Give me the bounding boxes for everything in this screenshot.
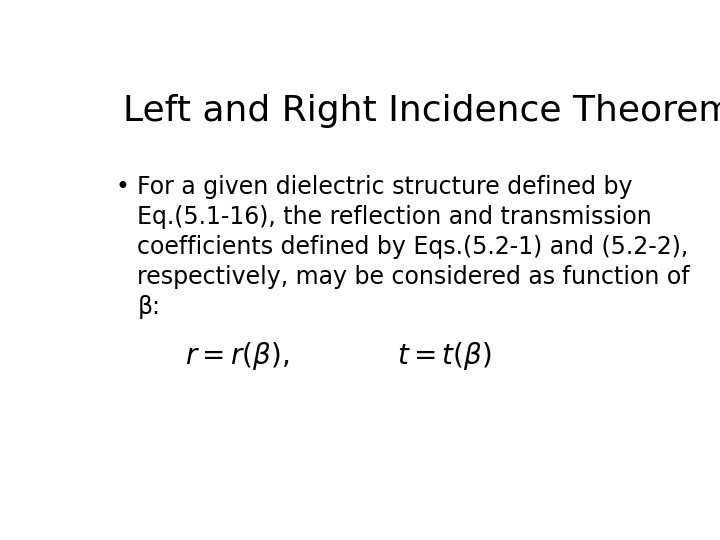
Text: respectively, may be considered as function of: respectively, may be considered as funct… <box>138 265 690 289</box>
Text: For a given dielectric structure defined by: For a given dielectric structure defined… <box>138 175 633 199</box>
Text: coefficients defined by Eqs.(5.2-1) and (5.2-2),: coefficients defined by Eqs.(5.2-1) and … <box>138 235 689 259</box>
Text: •: • <box>115 175 129 199</box>
Text: $r = r(\beta),$: $r = r(\beta),$ <box>185 340 289 372</box>
Text: Left and Right Incidence Theorem: Left and Right Incidence Theorem <box>124 94 720 128</box>
Text: Eq.(5.1-16), the reflection and transmission: Eq.(5.1-16), the reflection and transmis… <box>138 205 652 229</box>
Text: β:: β: <box>138 295 161 319</box>
Text: $t = t(\beta)$: $t = t(\beta)$ <box>397 340 492 372</box>
